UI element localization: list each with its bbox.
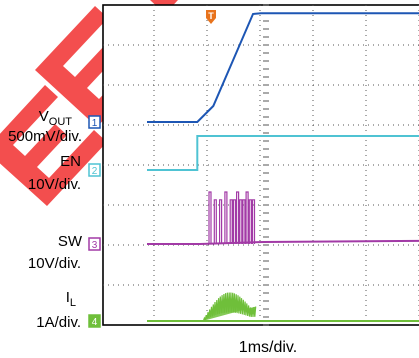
channel-label-vout: VOUT 500mV/div. [8,108,82,145]
channel-marker-1: 1 [88,115,101,129]
channel-label-il: IL 1A/div. [36,289,81,331]
channel-marker-label: 2 [92,166,98,177]
trace-v [147,12,419,123]
en-name: EN [60,153,81,170]
burst-sw [208,191,256,244]
trace-en [147,135,419,171]
channel-markers: 1 2 3 4 [88,115,101,328]
plot-frame [102,4,419,326]
burst-i [202,292,257,322]
svg-text:IL: IL [66,289,76,309]
channel-marker-3: 3 [88,237,101,251]
channel-label-en: EN 10V/div. [28,153,81,193]
svg-text:VOUT: VOUT [39,108,73,128]
vout-subscript: OUT [49,116,73,128]
channel-marker-label: 4 [92,317,98,328]
channel-marker-label: 1 [92,118,98,129]
vout-name: V [39,108,49,125]
en-scale: 10V/div. [28,176,81,193]
sw-name: SW [58,233,83,250]
il-subscript: L [70,297,76,309]
channel-marker-4: 4 [88,314,101,328]
il-scale: 1A/div. [36,314,81,331]
trigger-label: T [208,11,214,21]
sw-scale: 10V/div. [28,255,81,272]
channel-label-sw: SW 10V/div. [28,233,83,272]
x-axis-label: 1ms/div. [239,339,297,356]
vout-scale: 500mV/div. [8,128,82,145]
channel-marker-2: 2 [88,163,101,177]
trigger-marker: T [206,10,216,24]
traces [147,12,419,322]
grid [103,4,419,326]
channel-marker-label: 3 [92,240,98,251]
il-name: I [66,289,70,306]
